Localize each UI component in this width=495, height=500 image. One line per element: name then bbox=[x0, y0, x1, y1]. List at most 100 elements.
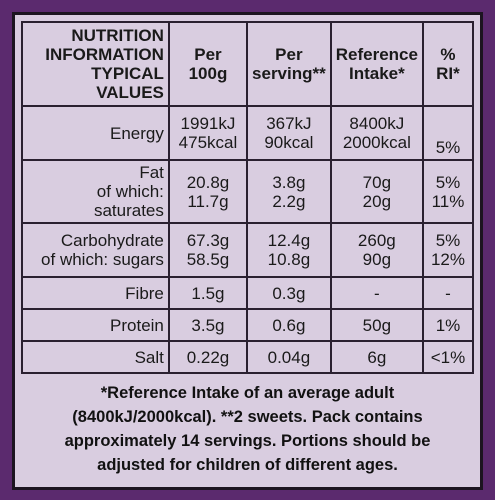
table-cell: 0.22g bbox=[167, 340, 249, 374]
table-cell: 3.5g bbox=[167, 308, 249, 342]
header-row: NUTRITION INFORMATION TYPICAL VALUES Per 100… bbox=[21, 21, 475, 107]
table-row: Fat of which: saturates 20.8g 11.7g 3.8g 2.2g… bbox=[21, 159, 475, 224]
cell-line: Fibre bbox=[125, 283, 164, 303]
cell-line: INFORMATION bbox=[45, 45, 164, 64]
table-row: Fibre 1.5g 0.3g - - bbox=[21, 276, 475, 310]
cell-line: Per bbox=[275, 45, 303, 64]
cell-line: 11% bbox=[431, 191, 465, 211]
table-cell: 0.04g bbox=[246, 340, 332, 374]
cell-line: 1.5g bbox=[191, 283, 225, 303]
table-cell: 1991kJ 475kcal bbox=[167, 105, 249, 161]
cell-line: *Reference Intake of an average adult bbox=[100, 384, 395, 402]
table-cell: 5% 11% bbox=[421, 159, 475, 224]
cell-line: TYPICAL VALUES bbox=[91, 64, 164, 102]
cell-line: 20.8g bbox=[186, 172, 230, 192]
cell-line: 3.8g bbox=[272, 172, 306, 192]
table-cell: 6g bbox=[329, 340, 424, 374]
cell-line: 100g bbox=[188, 64, 228, 83]
cell-line: 2000kcal bbox=[342, 133, 411, 152]
cell-line: 5% bbox=[435, 172, 461, 192]
cell-line: 0.6g bbox=[272, 315, 306, 335]
cell-line: 20g bbox=[362, 191, 392, 211]
cell-line: 6g bbox=[367, 347, 387, 367]
cell-line: 0.04g bbox=[267, 347, 311, 367]
table-cell: 20.8g 11.7g bbox=[167, 159, 249, 224]
cell-line: % bbox=[440, 45, 456, 64]
table-row: Carbohydrate of which: sugars 67.3g 58.5g 12… bbox=[21, 222, 475, 278]
cell-line: 5% bbox=[435, 138, 461, 157]
cell-line: Fat bbox=[139, 163, 164, 182]
cell-line: Per bbox=[194, 45, 222, 64]
table-cell: 1.5g bbox=[167, 276, 249, 310]
header-cell: % RI* bbox=[421, 21, 475, 107]
nutrition-panel: NUTRITION INFORMATION TYPICAL VALUES Per 100… bbox=[12, 12, 483, 490]
row-label: Fat of which: saturates bbox=[21, 159, 170, 224]
table-cell: 0.3g bbox=[246, 276, 332, 310]
cell-line: of which: saturates bbox=[93, 182, 164, 220]
cell-line: - bbox=[445, 283, 451, 303]
table-cell: 0.6g bbox=[246, 308, 332, 342]
cell-line: 3.5g bbox=[191, 315, 225, 335]
table-cell: 1% bbox=[421, 308, 475, 342]
table-cell: - bbox=[421, 276, 475, 310]
cell-line: 2.2g bbox=[272, 191, 306, 211]
cell-line: - bbox=[374, 283, 380, 303]
table-cell: 5% bbox=[421, 105, 475, 161]
table-row: Protein 3.5g 0.6g 50g 1% bbox=[21, 308, 475, 342]
nutrition-table: NUTRITION INFORMATION TYPICAL VALUES Per 100… bbox=[21, 21, 475, 374]
cell-line: Reference bbox=[335, 45, 418, 64]
cell-line: approximately 14 servings. Portions shou… bbox=[64, 432, 431, 450]
table-cell: - bbox=[329, 276, 424, 310]
cell-line: 67.3g bbox=[186, 231, 230, 250]
cell-line: 1% bbox=[435, 315, 461, 335]
table-cell: 367kJ 90kcal bbox=[246, 105, 332, 161]
row-label: Fibre bbox=[21, 276, 170, 310]
table-cell: <1% bbox=[421, 340, 475, 374]
cell-line: RI* bbox=[436, 64, 460, 83]
cell-line: Energy bbox=[110, 123, 164, 143]
cell-line: 260g bbox=[357, 231, 396, 250]
table-cell: 67.3g 58.5g bbox=[167, 222, 249, 278]
cell-line: Intake* bbox=[348, 64, 405, 83]
cell-line: 90kcal bbox=[264, 133, 314, 152]
cell-line: 367kJ bbox=[266, 114, 312, 133]
table-cell: 50g bbox=[329, 308, 424, 342]
cell-line: 5% bbox=[435, 231, 461, 250]
footnote: *Reference Intake of an average adult (84… bbox=[21, 381, 474, 477]
cell-line: 50g bbox=[362, 315, 392, 335]
cell-line: 8400kJ bbox=[349, 114, 405, 133]
cell-line: 0.22g bbox=[186, 347, 230, 367]
table-cell: 8400kJ 2000kcal bbox=[329, 105, 424, 161]
cell-line: 1991kJ bbox=[180, 114, 236, 133]
cell-line: Carbohydrate bbox=[60, 231, 164, 250]
cell-line: <1% bbox=[430, 347, 466, 367]
cell-line: (8400kJ/2000kcal). **2 sweets. Pack cont… bbox=[72, 408, 423, 426]
row-label: Protein bbox=[21, 308, 170, 342]
table-cell: 70g 20g bbox=[329, 159, 424, 224]
header-cell: NUTRITION INFORMATION TYPICAL VALUES bbox=[21, 21, 170, 107]
cell-line: adjusted for children of different ages. bbox=[97, 456, 398, 474]
table-cell: 5% 12% bbox=[421, 222, 475, 278]
table-cell: 3.8g 2.2g bbox=[246, 159, 332, 224]
cell-line: Protein bbox=[110, 315, 164, 335]
cell-line: 12.4g bbox=[267, 231, 311, 250]
cell-line: NUTRITION bbox=[71, 26, 164, 45]
cell-line: 475kcal bbox=[178, 133, 238, 152]
cell-line: 90g bbox=[362, 250, 392, 269]
row-label: Salt bbox=[21, 340, 170, 374]
row-label: Carbohydrate of which: sugars bbox=[21, 222, 170, 278]
cell-line: 11.7g bbox=[187, 191, 229, 211]
table-cell: 12.4g 10.8g bbox=[246, 222, 332, 278]
table-cell: 260g 90g bbox=[329, 222, 424, 278]
cell-line: 70g bbox=[362, 172, 392, 192]
cell-line: 0.3g bbox=[272, 283, 306, 303]
header-cell: Per serving** bbox=[246, 21, 332, 107]
cell-line: 58.5g bbox=[186, 250, 230, 269]
table-row: Energy 1991kJ 475kcal 367kJ 90kcal 8400kJ 2000… bbox=[21, 105, 475, 161]
cell-line: 12% bbox=[430, 250, 465, 269]
cell-line: serving** bbox=[252, 64, 326, 83]
table-row: Salt 0.22g 0.04g 6g <1% bbox=[21, 340, 475, 374]
header-cell: Per 100g bbox=[167, 21, 249, 107]
cell-line: Salt bbox=[134, 347, 164, 367]
